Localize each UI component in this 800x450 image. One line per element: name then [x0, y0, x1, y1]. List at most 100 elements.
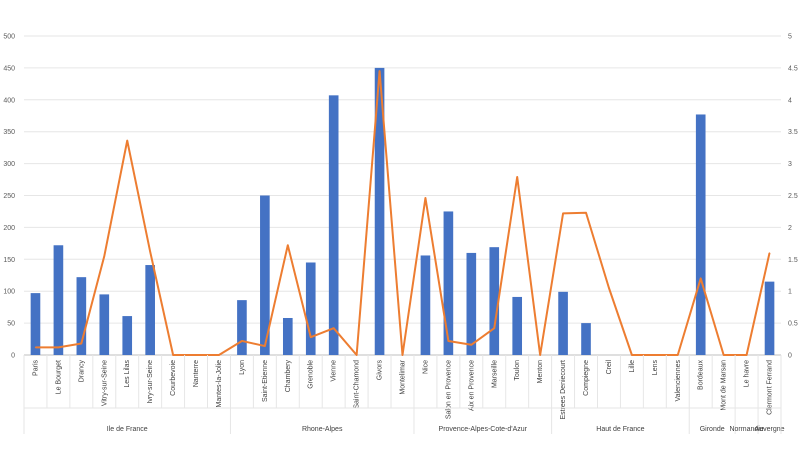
line-point [470, 344, 472, 346]
category-label: Marseille [491, 360, 498, 388]
category-label: Mantes-la-Jolie [216, 360, 223, 408]
right-tick-label: 1 [788, 289, 792, 296]
category-label: Lille [629, 360, 636, 373]
bar-series [30, 67, 775, 356]
category-label: Givors [377, 360, 384, 381]
line-point [585, 212, 587, 214]
line-point [447, 340, 449, 342]
line-point [745, 354, 748, 356]
line-point [677, 354, 679, 356]
category-label: Les Lilas [124, 360, 131, 388]
bar [466, 252, 477, 355]
right-tick-label: 2 [788, 225, 792, 232]
line-point [218, 354, 220, 356]
bar [764, 281, 775, 355]
right-tick-label: 4.5 [788, 65, 798, 72]
group-label: Gironde [700, 426, 725, 433]
category-label: Bordeaux [698, 360, 705, 390]
category-label: Saint-Etienne [262, 360, 269, 402]
bar [30, 293, 41, 355]
category-label: Paris [32, 360, 39, 376]
bar [512, 296, 523, 355]
bar [420, 255, 431, 355]
category-label: Grenoble [308, 360, 315, 389]
category-label: Le Bourget [55, 360, 62, 394]
category-label: Ivry-sur-Seine [147, 360, 154, 404]
line-point [195, 354, 197, 356]
group-label: Normandie [729, 426, 763, 433]
line-point [287, 244, 289, 246]
category-axis: Paris Le Bourget Drancy Vitry-sur-Seine Les … [23, 355, 782, 420]
left-tick-label: 250 [3, 193, 15, 200]
line-point [608, 287, 610, 289]
line-series [34, 70, 771, 356]
line-point [356, 354, 358, 356]
line-point [631, 354, 633, 356]
left-tick-label: 450 [3, 65, 15, 72]
category-label: Mont de Marsan [721, 360, 728, 411]
right-tick-label: 1.5 [788, 257, 798, 264]
group-label: Haut de France [596, 426, 644, 433]
right-tick-label: 3 [788, 161, 792, 168]
category-label: Estrees Deniecourt [560, 360, 567, 420]
category-label: Valenciennes [675, 360, 682, 402]
line-point [34, 346, 37, 348]
bar [328, 95, 339, 356]
line-point [57, 346, 60, 348]
category-label: Chambery [285, 360, 292, 393]
category-label: Vitry-sur-Seine [101, 360, 108, 406]
left-tick-label: 150 [3, 257, 15, 264]
category-label: Nice [422, 360, 429, 374]
line-point [654, 354, 656, 356]
line-point [562, 212, 564, 214]
right-tick-label: 0.5 [788, 321, 798, 328]
category-label: Compiegne [583, 360, 590, 396]
bar [145, 265, 155, 355]
category-label: Salon en Provence [445, 360, 452, 419]
right-tick-label: 2.5 [788, 193, 798, 200]
category-label: Drancy [78, 360, 85, 383]
line-point [516, 176, 518, 178]
bar [122, 316, 133, 355]
bar [558, 291, 568, 355]
left-tick-label: 400 [3, 97, 15, 104]
category-label: Le havre [744, 360, 751, 387]
line-point [241, 340, 243, 342]
category-label: Vienne [331, 360, 338, 382]
category-label: Creil [606, 360, 613, 375]
left-tick-label: 50 [7, 321, 15, 328]
bar [282, 317, 293, 355]
category-label: Aix en Provence [468, 360, 475, 411]
bar [305, 262, 316, 355]
line-point [768, 252, 771, 254]
category-label: Toulon [514, 360, 521, 381]
line-point [493, 327, 495, 329]
line-point [172, 354, 174, 356]
bar [443, 211, 454, 355]
category-label: Lens [652, 360, 659, 376]
line-point [264, 345, 266, 347]
right-tick-label: 0 [788, 353, 792, 360]
left-tick-label: 200 [3, 225, 15, 232]
left-tick-label: 300 [3, 161, 15, 168]
group-axis: Ile de France Rhone-Alpes Provence-Alpes-C… [23, 407, 785, 434]
group-label: Ile de France [107, 426, 148, 433]
line-point [333, 327, 335, 329]
bar [99, 294, 110, 355]
line-point [126, 140, 128, 142]
left-tick-label: 0 [11, 353, 15, 360]
bar [76, 277, 87, 355]
category-label: Courbevoie [170, 360, 177, 396]
line-point [103, 255, 105, 257]
group-label: Provence-Alpes-Cote-d'Azur [439, 426, 528, 433]
line-point [723, 354, 725, 356]
bar [237, 300, 247, 355]
category-label: Saint-Chamond [354, 360, 361, 409]
line-point [310, 336, 312, 338]
line-point [539, 354, 541, 356]
bar [260, 195, 270, 355]
line-point [80, 342, 82, 345]
left-tick-label: 500 [3, 34, 15, 41]
line-point [149, 251, 151, 253]
